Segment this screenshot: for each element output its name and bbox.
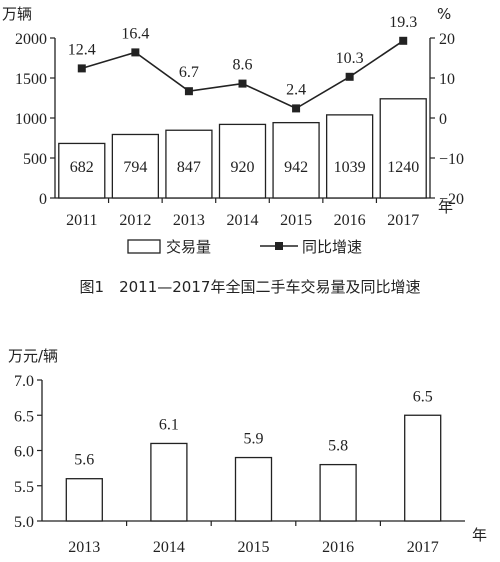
chart1-growth-label: 19.3 bbox=[389, 14, 417, 31]
chart1-category-label: 2017 bbox=[387, 212, 419, 229]
chart2-y-tick-label: 7.0 bbox=[14, 373, 34, 390]
chart1-bar-label: 794 bbox=[123, 159, 147, 176]
legend-bar-swatch bbox=[127, 239, 161, 254]
legend-line-marker bbox=[275, 242, 283, 250]
chart1-category-label: 2012 bbox=[119, 212, 151, 229]
chart1-category-label: 2016 bbox=[334, 212, 366, 229]
chart1-category-label: 2013 bbox=[173, 212, 205, 229]
chart2-y-unit: 万元/辆 bbox=[8, 347, 58, 365]
chart2-y-tick-label: 5.0 bbox=[14, 514, 34, 531]
chart1-growth-label: 10.3 bbox=[336, 50, 364, 67]
chart2-category-label: 2015 bbox=[238, 539, 270, 556]
chart1-growth-marker bbox=[77, 64, 86, 73]
chart1-left-tick-label: 1500 bbox=[15, 71, 47, 88]
chart1-bar bbox=[165, 129, 213, 199]
chart1-growth-label: 8.6 bbox=[233, 57, 253, 74]
chart2-bar bbox=[404, 414, 442, 522]
chart1-bar bbox=[272, 121, 320, 199]
chart2-bar-label: 5.9 bbox=[244, 431, 264, 448]
chart2-category-label: 2016 bbox=[322, 539, 354, 556]
chart1-growth-label: 2.4 bbox=[286, 81, 306, 98]
chart2-x-unit: 年 bbox=[472, 526, 487, 544]
chart1-x-unit: 年 bbox=[438, 198, 453, 216]
chart1-category-label: 2015 bbox=[280, 212, 312, 229]
chart2-bar-label: 5.6 bbox=[74, 452, 94, 469]
chart2-y-tick-label: 5.5 bbox=[14, 479, 34, 496]
chart1-y-right-unit: % bbox=[437, 5, 451, 23]
chart1-growth-marker bbox=[238, 79, 247, 88]
chart2-category-label: 2013 bbox=[68, 539, 100, 556]
chart1-bar-label: 1240 bbox=[387, 159, 419, 176]
chart1-growth-label: 6.7 bbox=[179, 64, 199, 81]
chart2-bar-label: 6.5 bbox=[413, 388, 433, 405]
chart1-right-tick-label: 0 bbox=[439, 111, 447, 128]
chart1-category-label: 2014 bbox=[227, 212, 259, 229]
chart1-left-tick-label: 0 bbox=[39, 191, 47, 208]
chart2-category-label: 2017 bbox=[407, 539, 439, 556]
legend-line-label: 同比增速 bbox=[302, 238, 362, 256]
chart1-left-tick-label: 2000 bbox=[15, 31, 47, 48]
chart1-bar-label: 942 bbox=[284, 159, 308, 176]
chart1-bar-label: 847 bbox=[177, 159, 201, 176]
chart2-y-tick-label: 6.0 bbox=[14, 444, 34, 461]
chart1-bar bbox=[379, 98, 427, 199]
chart1-left-tick-label: 500 bbox=[23, 151, 47, 168]
chart2-category-label: 2014 bbox=[153, 539, 185, 556]
chart1-bar-label: 682 bbox=[70, 159, 94, 176]
chart2-bar bbox=[65, 478, 103, 522]
chart2-bar-label: 6.1 bbox=[159, 416, 179, 433]
chart1-bar-label: 1039 bbox=[334, 159, 366, 176]
chart2-bar-label: 5.8 bbox=[328, 438, 348, 455]
chart2-bar bbox=[319, 463, 357, 522]
chart1-y-left-unit: 万辆 bbox=[2, 5, 32, 23]
chart1-growth-label: 16.4 bbox=[121, 25, 149, 42]
chart1-bar bbox=[325, 114, 374, 199]
chart1-left-tick-label: 1000 bbox=[15, 111, 47, 128]
chart2-bar bbox=[234, 456, 273, 522]
chart1-bar bbox=[218, 123, 267, 199]
chart1-bar bbox=[58, 142, 106, 199]
chart1-right-tick-label: −20 bbox=[439, 191, 464, 208]
chart1-right-tick-label: 20 bbox=[439, 31, 455, 48]
chart1-growth-label: 12.4 bbox=[68, 41, 96, 58]
chart1-growth-marker bbox=[131, 48, 140, 57]
chart1-right-tick-label: 10 bbox=[439, 71, 455, 88]
chart1-right-tick-label: −10 bbox=[439, 151, 464, 168]
chart1-growth-marker bbox=[399, 36, 408, 45]
chart1-growth-marker bbox=[292, 104, 301, 113]
chart2-y-tick-label: 6.5 bbox=[14, 408, 34, 425]
chart1-growth-marker bbox=[184, 87, 193, 96]
chart1-title: 图1 2011—2017年全国二手车交易量及同比增速 bbox=[80, 278, 421, 296]
legend-bar-label: 交易量 bbox=[166, 238, 211, 256]
chart2-bar bbox=[150, 442, 188, 522]
chart1-bar-label: 920 bbox=[231, 159, 255, 176]
chart1-category-label: 2011 bbox=[66, 212, 97, 229]
chart1-growth-marker bbox=[345, 72, 354, 81]
chart1-bar bbox=[111, 133, 160, 199]
